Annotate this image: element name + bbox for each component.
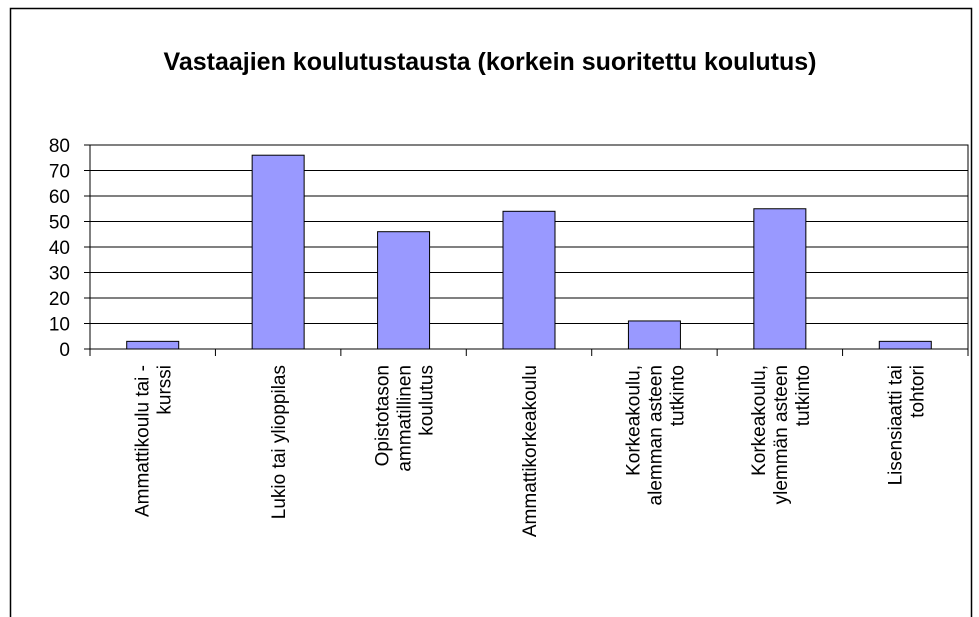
x-tick-label: Ammattikorkeakoulu [520, 365, 541, 537]
x-tick-label-line: koulutus [417, 365, 438, 436]
bar [878, 340, 932, 350]
bar [502, 210, 556, 350]
y-tick-label: 60 [49, 187, 70, 208]
x-tick-label-line: tutkinto [793, 365, 814, 426]
y-tick-label: 70 [49, 162, 70, 183]
x-tick-label-line: alemman asteen [645, 365, 666, 505]
x-tick-label-line: Korkeakoulu, [623, 365, 644, 476]
x-tick-label: Korkeakoulu,ylemmän asteentutkinto [749, 365, 814, 504]
x-tick-label: Opistotasonammatillinenkoulutus [373, 365, 438, 472]
bar [753, 208, 807, 350]
x-tick-label-line: tutkinto [667, 365, 688, 426]
y-tick-label: 0 [59, 340, 70, 361]
y-tick-label: 10 [49, 315, 70, 336]
y-tick-label: 30 [49, 264, 70, 285]
chart-title: Vastaajien koulutustausta (korkein suori… [163, 48, 817, 76]
chart-border [9, 7, 973, 617]
y-tick-label: 80 [49, 136, 70, 157]
bar [627, 320, 681, 350]
x-tick-label-line: kurssi [155, 365, 176, 415]
x-tick-label-line: tohtori [907, 365, 928, 418]
x-tick-label: Lisensiaatti taitohtori [885, 365, 928, 485]
x-tick-label-line: Lisensiaatti tai [885, 365, 906, 485]
bar [126, 340, 180, 350]
x-tick-label-line: Ammattikorkeakoulu [520, 365, 541, 537]
x-tick-label-line: ylemmän asteen [771, 365, 792, 504]
x-tick-label-line: Opistotason [373, 365, 394, 466]
y-tick-label: 50 [49, 213, 70, 234]
x-tick-label-line: Lukio tai ylioppilas [269, 365, 290, 519]
x-tick-label: Lukio tai ylioppilas [269, 365, 290, 519]
x-tick-label-line: Korkeakoulu, [749, 365, 770, 476]
y-tick-label: 40 [49, 238, 70, 259]
bar [377, 231, 431, 350]
y-tick-label: 20 [49, 289, 70, 310]
x-tick-label-line: ammatillinen [395, 365, 416, 472]
x-tick-label: Ammattikoulu tai -kurssi [133, 365, 176, 517]
x-tick-label: Korkeakoulu,alemman asteentutkinto [623, 365, 688, 505]
bar [251, 154, 305, 350]
x-tick-label-line: Ammattikoulu tai - [133, 365, 154, 517]
